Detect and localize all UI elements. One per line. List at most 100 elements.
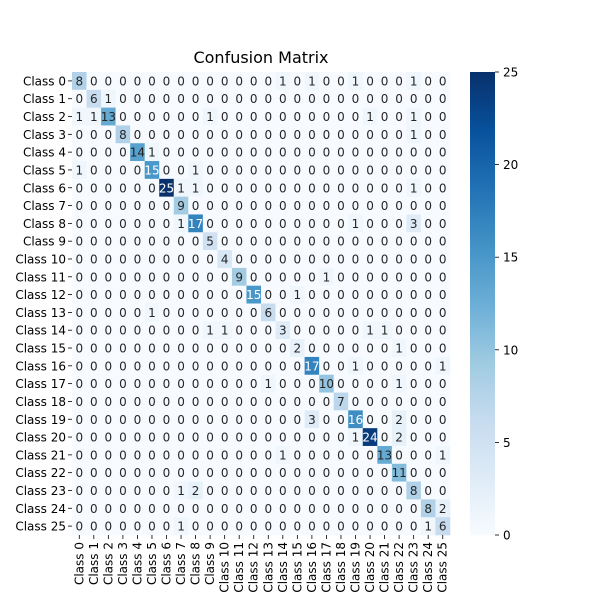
- cell-value-label: 0: [395, 163, 403, 177]
- y-tick-label: Class 8: [23, 217, 66, 231]
- cell-value-label: 0: [235, 359, 243, 373]
- heatmap-cell: [377, 107, 393, 126]
- heatmap-cell: [362, 89, 378, 108]
- heatmap-cell: [435, 374, 451, 393]
- cell-value-label: 0: [119, 252, 127, 266]
- cell-value-label: 0: [177, 431, 185, 445]
- cell-value-label: 0: [352, 484, 360, 498]
- heatmap-cell: [406, 161, 422, 180]
- cell-value-label: 0: [163, 252, 171, 266]
- cell-value-label: 0: [308, 520, 316, 534]
- cell-value-label: 1: [352, 217, 360, 231]
- cell-value-label: 0: [221, 163, 229, 177]
- heatmap-cell: [231, 374, 247, 393]
- cell-value-label: 0: [381, 288, 389, 302]
- cell-value-label: 0: [221, 484, 229, 498]
- heatmap-cell: [319, 463, 334, 482]
- cell-value-label: 0: [279, 342, 287, 356]
- heatmap-cell: [231, 125, 247, 144]
- heatmap-cell: [261, 232, 276, 251]
- cell-value-label: 16: [348, 413, 363, 427]
- cell-value-label: 0: [352, 199, 360, 213]
- cell-value-label: 0: [134, 413, 142, 427]
- heatmap-cell: [130, 321, 145, 340]
- x-tick-label: Class 17: [319, 542, 333, 593]
- cell-value-label: 0: [352, 235, 360, 249]
- heatmap-cell: [275, 267, 291, 286]
- cell-value-label: 0: [264, 448, 272, 462]
- heatmap-cell: [202, 161, 218, 180]
- heatmap-cell: [246, 356, 262, 376]
- heatmap-cell: [304, 143, 320, 162]
- heatmap-cell: [72, 374, 87, 393]
- cell-value-label: 0: [75, 377, 83, 391]
- heatmap-cell: [101, 392, 116, 411]
- cell-value-label: 0: [105, 306, 113, 320]
- cell-value-label: 0: [323, 128, 331, 142]
- heatmap-cell: [377, 374, 393, 393]
- cell-value-label: 0: [177, 359, 185, 373]
- cell-value-label: 0: [105, 74, 113, 88]
- heatmap-cell: [406, 445, 422, 465]
- cell-value-label: 0: [163, 306, 171, 320]
- heatmap-cell: [304, 463, 320, 482]
- y-tick-label: Class 3: [23, 128, 66, 142]
- cell-value-label: 0: [250, 163, 258, 177]
- heatmap-cell: [231, 196, 247, 215]
- heatmap-cell: [101, 285, 116, 304]
- heatmap-cell: [406, 410, 422, 429]
- cell-value-label: 0: [395, 128, 403, 142]
- cell-value-label: 0: [250, 395, 258, 409]
- cell-value-label: 0: [134, 288, 142, 302]
- heatmap-cell: [261, 72, 276, 91]
- cell-value-label: 0: [192, 270, 200, 284]
- heatmap-cell: [72, 161, 87, 180]
- heatmap-cell: [231, 517, 247, 536]
- heatmap-cell: [377, 481, 393, 500]
- cell-value-label: 0: [90, 324, 98, 338]
- heatmap-cell: [159, 125, 175, 144]
- heatmap-cell: [72, 339, 87, 358]
- heatmap-cell: [304, 214, 320, 233]
- cell-value-label: 0: [177, 74, 185, 88]
- heatmap-cell: [86, 445, 102, 465]
- heatmap-cell: [304, 303, 320, 322]
- heatmap-cell: [275, 250, 291, 269]
- heatmap-cell: [188, 392, 204, 411]
- heatmap-cell: [333, 125, 349, 144]
- cell-value-label: 0: [424, 217, 432, 231]
- cell-value-label: 0: [235, 217, 243, 231]
- cell-value-label: 17: [304, 359, 319, 373]
- heatmap-cell: [319, 303, 334, 322]
- heatmap-cell: [217, 267, 233, 286]
- cell-value-label: 0: [206, 377, 214, 391]
- heatmap-cell: [188, 250, 204, 269]
- heatmap-cell: [377, 285, 393, 304]
- heatmap-cell: [333, 428, 349, 447]
- heatmap-cell: [362, 250, 378, 269]
- heatmap-cell: [101, 161, 116, 180]
- cell-value-label: 0: [221, 199, 229, 213]
- y-tick-label: Class 1: [23, 92, 66, 106]
- cell-value-label: 0: [323, 395, 331, 409]
- heatmap-cell: [290, 410, 305, 429]
- heatmap-cell: [188, 428, 204, 447]
- heatmap-cell: [202, 143, 218, 162]
- cell-value-label: 0: [90, 431, 98, 445]
- cell-value-label: 0: [381, 199, 389, 213]
- heatmap-cell: [435, 125, 451, 144]
- cell-value-label: 0: [206, 342, 214, 356]
- heatmap-cell: [159, 250, 175, 269]
- heatmap-cell: [202, 125, 218, 144]
- cell-value-label: 0: [294, 235, 302, 249]
- heatmap-cell: [101, 445, 116, 465]
- cell-value-label: 0: [264, 74, 272, 88]
- heatmap-cell: [362, 214, 378, 233]
- cell-value-label: 0: [192, 324, 200, 338]
- cell-value-label: 0: [148, 74, 156, 88]
- cell-value-label: 25: [159, 181, 174, 195]
- heatmap-cell: [144, 178, 160, 197]
- cell-value-label: 0: [323, 502, 331, 516]
- heatmap-cell: [377, 125, 393, 144]
- cell-value-label: 1: [352, 431, 360, 445]
